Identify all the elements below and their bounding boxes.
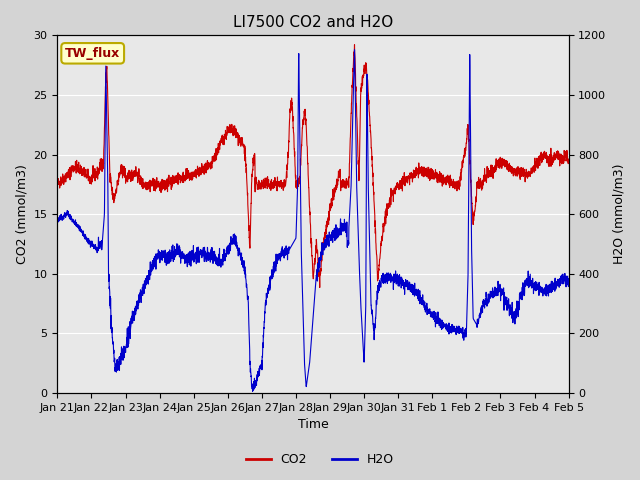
Title: LI7500 CO2 and H2O: LI7500 CO2 and H2O — [233, 15, 393, 30]
X-axis label: Time: Time — [298, 419, 328, 432]
Y-axis label: CO2 (mmol/m3): CO2 (mmol/m3) — [15, 164, 28, 264]
Legend: CO2, H2O: CO2, H2O — [241, 448, 399, 471]
Text: TW_flux: TW_flux — [65, 47, 120, 60]
Y-axis label: H2O (mmol/m3): H2O (mmol/m3) — [612, 164, 625, 264]
